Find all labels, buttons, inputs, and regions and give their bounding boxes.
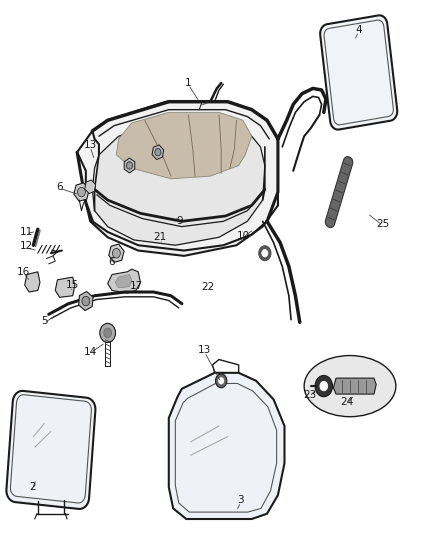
Circle shape — [104, 328, 112, 338]
Circle shape — [82, 296, 90, 306]
Text: 10: 10 — [237, 231, 250, 241]
Text: 13: 13 — [84, 140, 97, 150]
Circle shape — [155, 149, 161, 156]
Text: 11: 11 — [19, 227, 33, 237]
Polygon shape — [115, 274, 132, 288]
Circle shape — [315, 375, 332, 397]
Text: 3: 3 — [237, 495, 244, 505]
Text: 5: 5 — [41, 316, 48, 326]
Text: 16: 16 — [17, 267, 30, 277]
Text: 24: 24 — [340, 397, 353, 407]
Polygon shape — [117, 112, 252, 179]
Text: 6: 6 — [109, 257, 115, 267]
Circle shape — [320, 381, 328, 391]
Circle shape — [113, 248, 120, 258]
Circle shape — [259, 246, 271, 261]
Polygon shape — [320, 15, 397, 130]
Polygon shape — [77, 102, 278, 256]
Polygon shape — [108, 269, 141, 293]
Text: 21: 21 — [153, 232, 167, 243]
Polygon shape — [25, 272, 40, 292]
Text: 13: 13 — [198, 345, 211, 356]
Circle shape — [100, 324, 116, 343]
Circle shape — [127, 162, 133, 169]
Circle shape — [262, 249, 268, 257]
Text: 2: 2 — [29, 482, 35, 492]
Text: 15: 15 — [66, 280, 79, 290]
Circle shape — [215, 374, 227, 387]
Text: 4: 4 — [355, 25, 362, 35]
Circle shape — [78, 187, 85, 197]
Polygon shape — [92, 120, 265, 245]
Circle shape — [219, 377, 224, 384]
Text: 6: 6 — [57, 182, 63, 192]
Polygon shape — [169, 373, 285, 519]
Text: 7: 7 — [196, 101, 203, 111]
Polygon shape — [55, 277, 75, 297]
Text: 1: 1 — [185, 78, 192, 88]
Text: 17: 17 — [129, 281, 143, 291]
Polygon shape — [333, 378, 376, 394]
Text: 23: 23 — [303, 390, 316, 400]
Text: 14: 14 — [84, 346, 97, 357]
Text: 12: 12 — [19, 241, 33, 251]
Ellipse shape — [304, 356, 396, 417]
Text: 25: 25 — [376, 219, 389, 229]
Polygon shape — [7, 391, 95, 509]
Polygon shape — [325, 157, 353, 228]
Text: 22: 22 — [201, 282, 215, 292]
Text: 9: 9 — [177, 216, 183, 227]
